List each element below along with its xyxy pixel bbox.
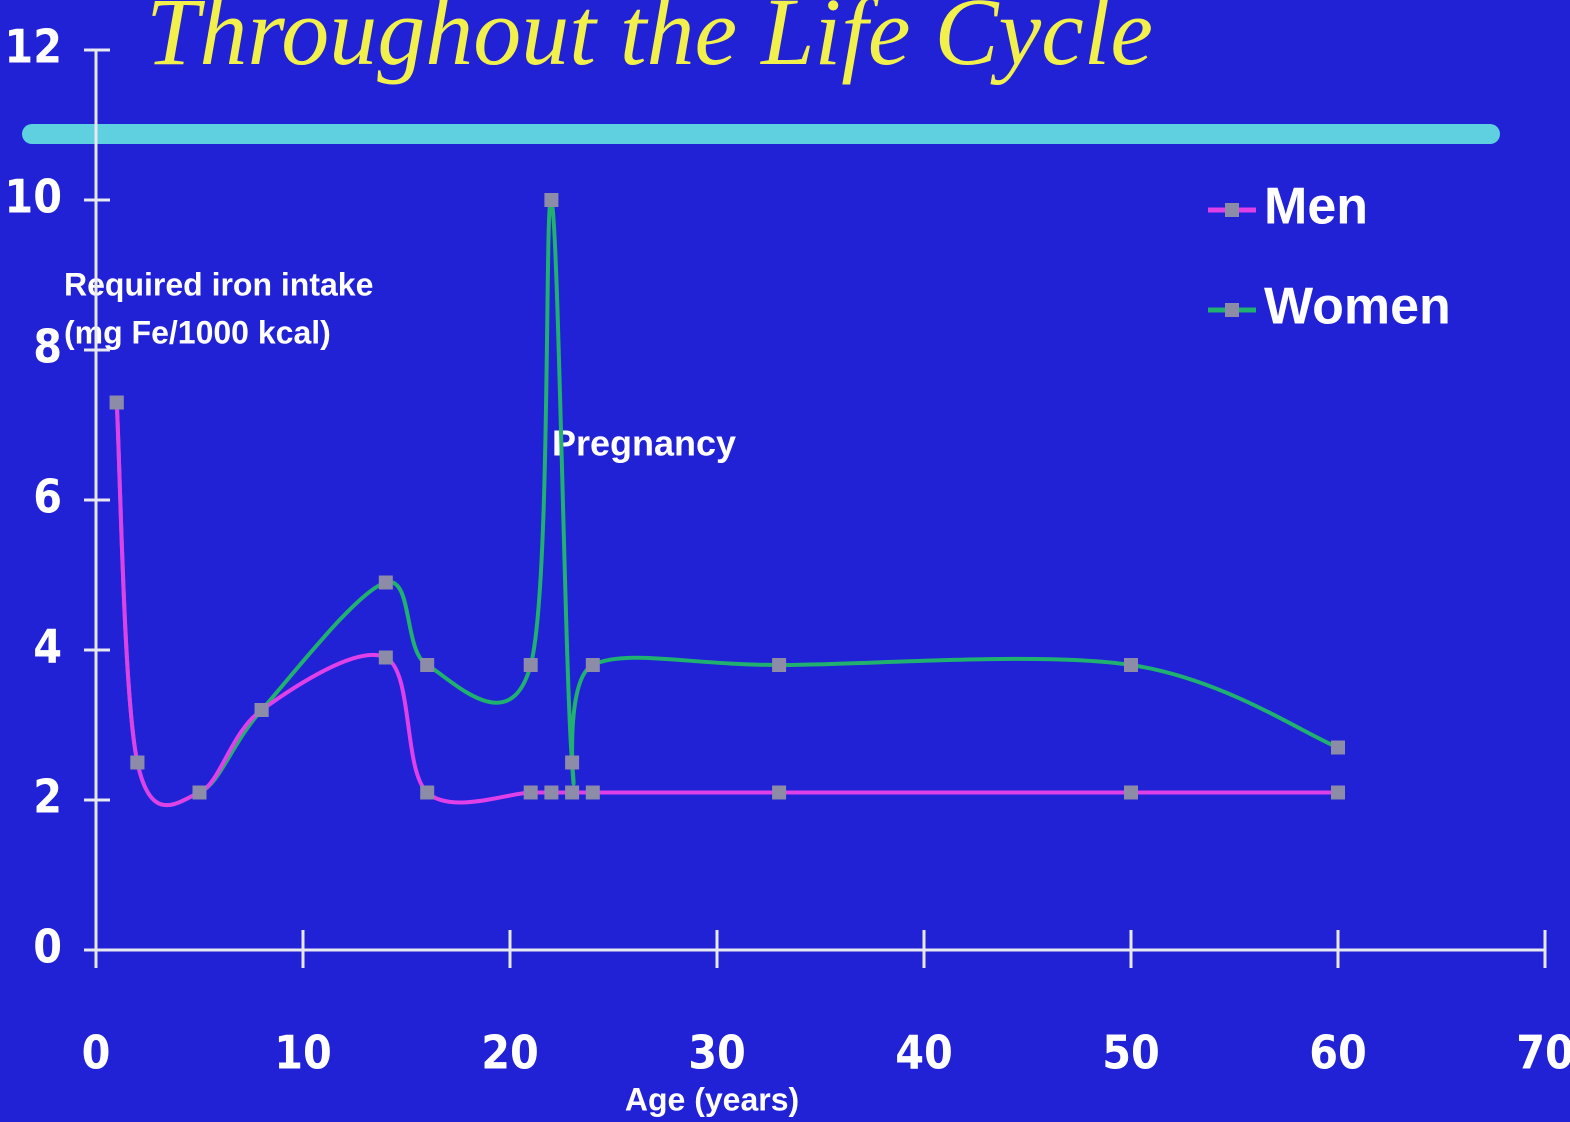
point-marker <box>544 785 559 800</box>
y-tick-label: 2 <box>33 770 62 824</box>
point-marker <box>109 395 124 410</box>
y-tick-label: 6 <box>33 470 62 524</box>
y-tick-label: 0 <box>33 920 62 974</box>
x-tick-label: 20 <box>481 1026 539 1080</box>
point-marker <box>772 785 787 800</box>
point-marker <box>1124 658 1138 672</box>
annotation: Pregnancy <box>552 423 736 464</box>
point-marker <box>130 755 145 770</box>
series-line <box>114 402 1338 808</box>
point-marker <box>772 658 787 672</box>
y-tick-label: 12 <box>4 20 62 74</box>
y-tick-label: 8 <box>33 320 62 374</box>
point-marker <box>1331 740 1345 755</box>
point-marker <box>378 650 393 665</box>
point-marker <box>565 755 580 770</box>
legend-label: Women <box>1264 278 1451 336</box>
y-axis-label: (mg Fe/1000 kcal) <box>64 314 331 350</box>
legend-label: Men <box>1264 178 1368 236</box>
point-marker <box>544 193 559 207</box>
title-rule <box>22 124 1500 144</box>
x-tick-label: 70 <box>1516 1026 1570 1080</box>
point-marker <box>378 575 393 590</box>
x-tick-label: 50 <box>1102 1026 1160 1080</box>
legend-marker <box>1225 303 1239 317</box>
point-marker <box>1124 785 1138 800</box>
x-tick-label: 30 <box>688 1026 746 1080</box>
x-tick-label: 60 <box>1309 1026 1367 1080</box>
point-marker <box>420 785 435 800</box>
point-marker <box>565 785 580 800</box>
x-axis-label: Age (years) <box>625 1081 799 1117</box>
y-tick-label: 4 <box>33 620 62 674</box>
point-marker <box>523 658 538 672</box>
x-tick-label: 10 <box>274 1026 332 1080</box>
point-marker <box>192 785 207 800</box>
y-tick-label: 10 <box>4 170 62 224</box>
point-marker <box>1331 785 1345 800</box>
point-marker <box>420 658 435 672</box>
x-tick-label: 0 <box>82 1026 111 1080</box>
x-tick-label: 40 <box>895 1026 953 1080</box>
legend-marker <box>1225 203 1239 217</box>
point-marker <box>254 703 269 717</box>
point-marker <box>585 658 600 672</box>
chart-title: Throughout the Life Cycle <box>146 0 1153 85</box>
point-marker <box>585 785 600 800</box>
y-axis-label: Required iron intake <box>64 266 373 302</box>
point-marker <box>523 785 538 800</box>
